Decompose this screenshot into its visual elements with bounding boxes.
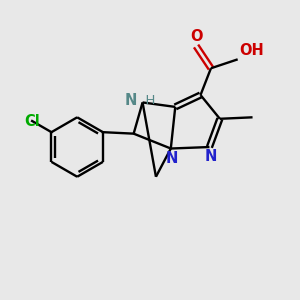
Text: N: N: [125, 94, 137, 109]
Text: O: O: [190, 29, 202, 44]
Text: N: N: [166, 151, 178, 166]
Text: OH: OH: [239, 43, 264, 58]
Text: Cl: Cl: [24, 113, 40, 128]
Text: H: H: [137, 94, 156, 107]
Text: N: N: [205, 148, 217, 164]
